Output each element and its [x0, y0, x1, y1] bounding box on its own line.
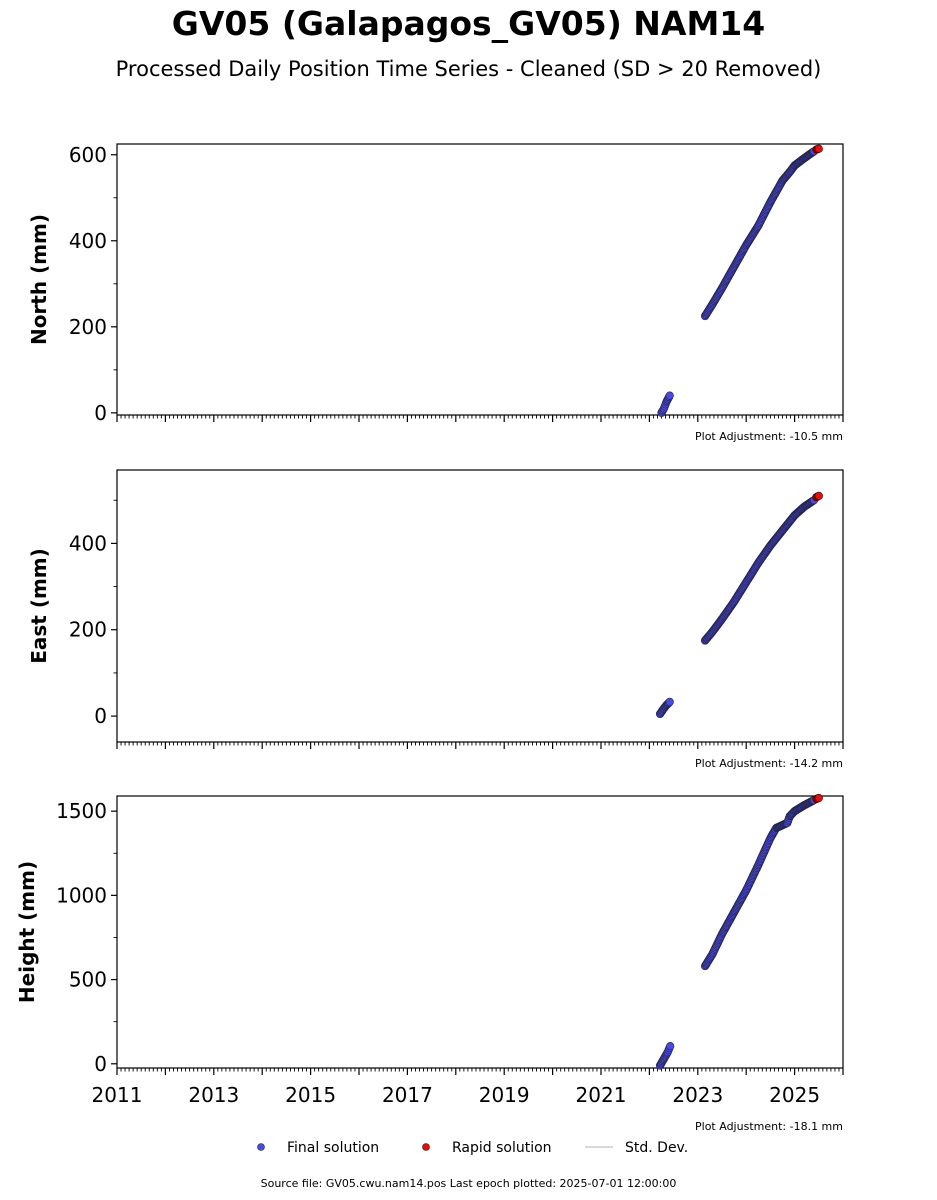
- rapid-data-point: [814, 491, 823, 501]
- page-subtitle: Processed Daily Position Time Series - C…: [115, 57, 822, 81]
- final-solution-series: [657, 147, 819, 417]
- x-tick-label: 2011: [92, 1083, 143, 1107]
- east-plot-adjustment: Plot Adjustment: -14.2 mm: [695, 757, 843, 770]
- final-data-point: [665, 391, 674, 400]
- y-tick-label: 1500: [56, 799, 107, 823]
- final-data-point: [665, 697, 674, 706]
- y-tick-label: 200: [69, 315, 107, 339]
- source-footer: Source file: GV05.cwu.nam14.pos Last epo…: [260, 1177, 677, 1190]
- y-tick-label: 500: [69, 968, 107, 992]
- x-tick-label: 2017: [382, 1083, 433, 1107]
- y-tick-label: 1000: [56, 883, 107, 907]
- legend-rapid-marker: [422, 1143, 430, 1151]
- x-tick-label: 2019: [479, 1083, 530, 1107]
- north-plot-adjustment: Plot Adjustment: -10.5 mm: [695, 430, 843, 443]
- legend-rapid-label: Rapid solution: [452, 1140, 552, 1156]
- height-panel: 0 500 1000 1500 2011 2013 2015 2017 2019 2021 2023…: [15, 793, 844, 1133]
- legend-final-marker: [257, 1143, 265, 1151]
- y-tick-label: 400: [69, 531, 107, 555]
- x-tick-label: 2013: [188, 1083, 239, 1107]
- x-tick-label: 2025: [769, 1083, 820, 1107]
- x-tick-label: 2023: [672, 1083, 723, 1107]
- y-tick-label: 600: [69, 143, 107, 167]
- final-solution-series: [655, 796, 819, 1070]
- page-title: GV05 (Galapagos_GV05) NAM14: [171, 4, 766, 43]
- final-solution-series: [655, 496, 819, 719]
- legend-final-label: Final solution: [287, 1140, 379, 1156]
- height-plot-adjustment: Plot Adjustment: -18.1 mm: [695, 1120, 843, 1133]
- north-plot-frame: [116, 143, 844, 416]
- final-data-point: [666, 1042, 675, 1051]
- y-tick-label: 0: [94, 1052, 107, 1076]
- x-tick-label: 2021: [576, 1083, 627, 1107]
- legend-std-label: Std. Dev.: [625, 1140, 688, 1156]
- height-axis-label: Height (mm): [15, 861, 39, 1003]
- y-tick-label: 200: [69, 618, 107, 642]
- rapid-data-point: [814, 793, 823, 803]
- east-panel: 0 200 400 East (mm) Plot Adjustment: -14.2 m…: [27, 469, 844, 770]
- y-tick-label: 400: [69, 229, 107, 253]
- rapid-solution-series: [812, 491, 823, 502]
- y-tick-label: 0: [94, 704, 107, 728]
- panels-group: 0 200 400 600 North (mm) Plot Adjustment: -10…: [15, 143, 844, 1133]
- rapid-data-point: [814, 144, 823, 153]
- north-panel: 0 200 400 600 North (mm) Plot Adjustment: -10…: [27, 143, 844, 443]
- y-tick-label: 0: [94, 401, 107, 425]
- north-axis-label: North (mm): [27, 214, 51, 345]
- height-plot-frame: [116, 795, 844, 1069]
- legend: Final solution Rapid solution Std. Dev.: [257, 1140, 688, 1156]
- rapid-solution-series: [812, 793, 823, 804]
- rapid-solution-series: [812, 144, 823, 154]
- x-tick-label: 2015: [285, 1083, 336, 1107]
- east-axis-label: East (mm): [27, 548, 51, 664]
